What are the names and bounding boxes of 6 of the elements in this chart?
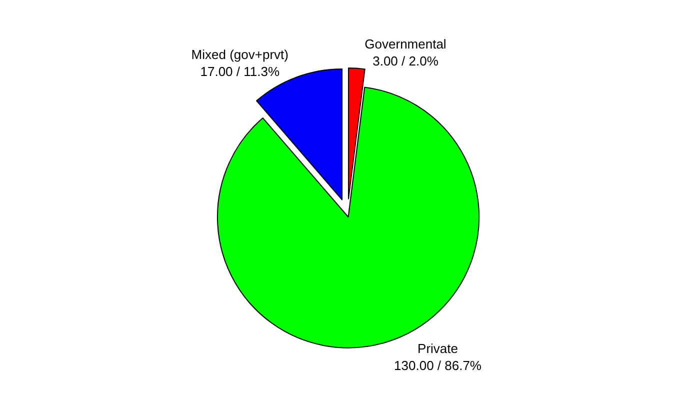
data-label: 3.00 / 2.0% <box>372 53 439 68</box>
data-label: 130.00 / 86.7% <box>394 358 482 373</box>
data-label: 17.00 / 11.3% <box>200 64 280 80</box>
slice-label: Mixed (gov+prvt) <box>191 47 288 62</box>
slice-label: Private <box>418 340 458 356</box>
slice-label: Governmental <box>364 36 446 52</box>
